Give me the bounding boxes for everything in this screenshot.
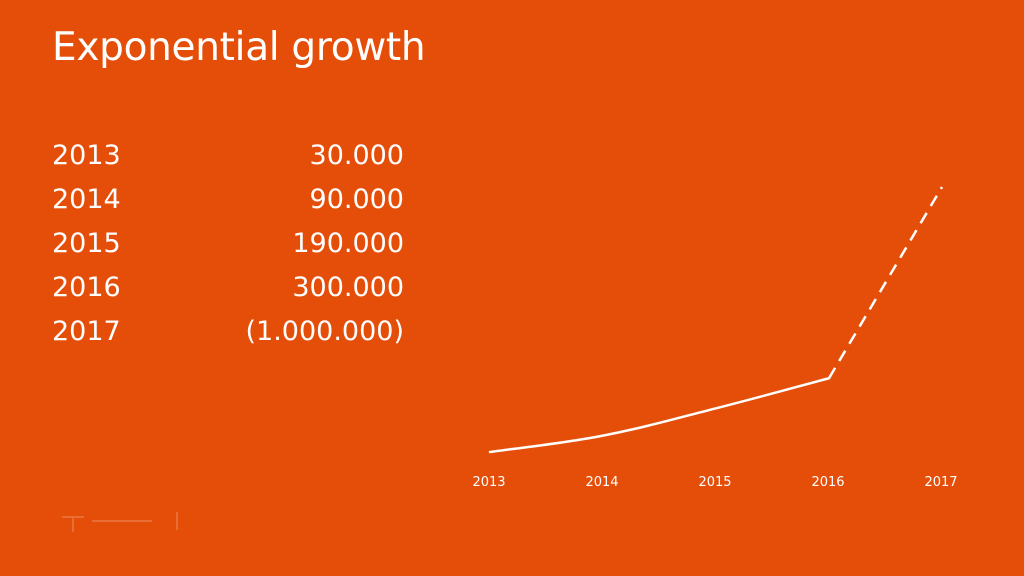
series-line-projected	[827, 186, 944, 379]
table-year: 2015	[52, 228, 121, 259]
table-row: 2015 190.000	[52, 222, 404, 266]
table-row: 2013 30.000	[52, 134, 404, 178]
table-value: 190.000	[292, 228, 404, 259]
table-year: 2013	[52, 140, 121, 171]
x-tick-label: 2015	[698, 475, 731, 490]
x-tick-label: 2016	[811, 475, 844, 490]
table-year: 2014	[52, 184, 121, 215]
faint-logo-watermark	[62, 512, 178, 532]
x-tick-label: 2014	[585, 475, 618, 490]
table-row: 2017 (1.000.000)	[52, 310, 404, 354]
x-tick-label: 2013	[472, 475, 505, 490]
table-year: 2017	[52, 316, 121, 347]
growth-table: 2013 30.000 2014 90.000 2015 190.000 201…	[52, 134, 404, 354]
table-year: 2016	[52, 272, 121, 303]
series-line-actual	[488, 376, 831, 454]
table-row: 2016 300.000	[52, 266, 404, 310]
table-value: (1.000.000)	[245, 316, 404, 347]
table-value: 300.000	[292, 272, 404, 303]
table-value: 90.000	[309, 184, 404, 215]
page-title: Exponential growth	[52, 25, 426, 70]
x-tick-label: 2017	[924, 475, 957, 490]
table-row: 2014 90.000	[52, 178, 404, 222]
table-value: 30.000	[309, 140, 404, 171]
